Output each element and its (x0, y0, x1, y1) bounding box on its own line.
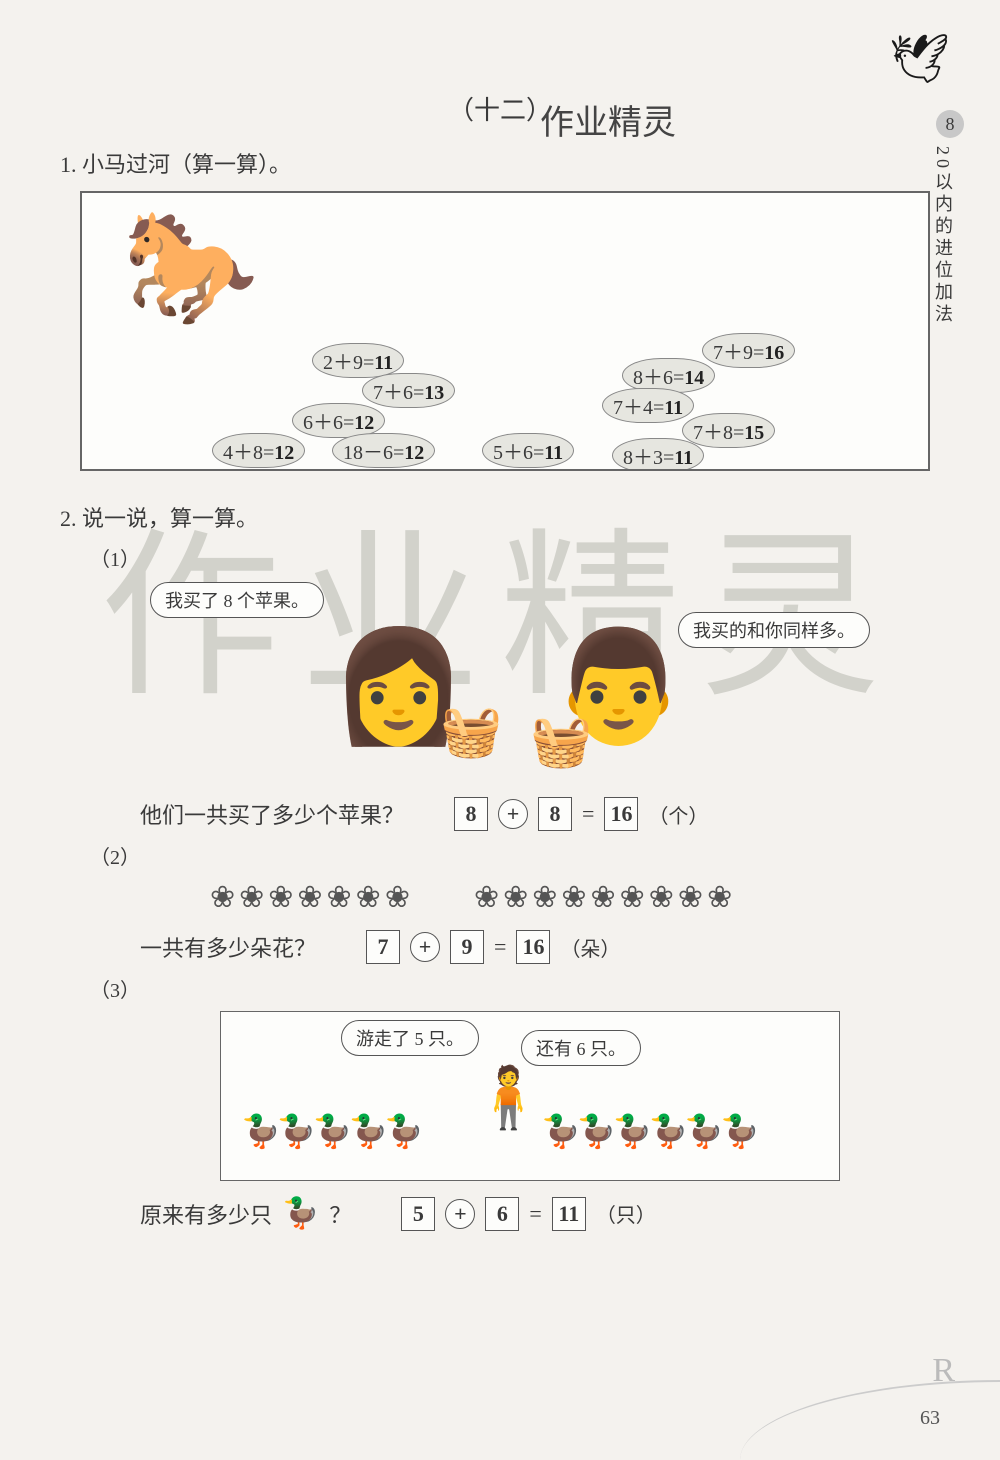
river-stone: 5＋6=11 (482, 433, 574, 468)
river-stone: 7＋8=15 (682, 413, 775, 448)
speech-bubble-left: 游走了 5 只。 (341, 1020, 479, 1056)
q1-label: 1. 小马过河（算一算）。 (60, 147, 950, 179)
speech-bubble-left: 我买了 8 个苹果。 (150, 582, 324, 618)
worksheet-page: 🕊 8 20以内的进位加法 （十二） 作业精灵 1. 小马过河（算一算）。 🐎 … (0, 0, 1000, 1460)
river-stone: 7＋9=16 (702, 333, 795, 368)
q2-1-scene: 我买了 8 个苹果。 我买的和你同样多。 👩 👨 🧺 🧺 (130, 582, 870, 782)
q2-3-question-pre: 原来有多少只 (140, 1198, 272, 1230)
answer-box[interactable]: 6 (485, 1197, 519, 1231)
equals-sign: = (529, 1201, 541, 1227)
operator-box[interactable]: + (410, 932, 440, 962)
bag-icon: 🧺 (440, 702, 502, 761)
answer-box[interactable]: 16 (604, 797, 638, 831)
unit-label: （朵） (560, 933, 620, 962)
answer-box[interactable]: 11 (552, 1197, 586, 1231)
flower-group-right: ❀❀❀❀❀❀❀❀❀ (474, 880, 736, 915)
q2-3-question-post: ？ (329, 1198, 351, 1230)
answer-box[interactable]: 7 (366, 930, 400, 964)
speech-bubble-right: 我买的和你同样多。 (678, 612, 870, 648)
q2-1-num: （1） (90, 543, 950, 572)
river-stone: 18－6=12 (332, 433, 435, 468)
q2-3-equation: 原来有多少只 🦆 ？ 5 + 6 = 11 （只） (140, 1196, 950, 1231)
q2-2-question: 一共有多少朵花？ (140, 931, 316, 963)
unit-label: （个） (648, 800, 708, 829)
operator-box[interactable]: + (498, 799, 528, 829)
answer-box[interactable]: 5 (401, 1197, 435, 1231)
answer-box[interactable]: 8 (454, 797, 488, 831)
river-stone: 8＋3=11 (612, 438, 704, 471)
duck-group-right: 🦆🦆🦆🦆🦆🦆 (541, 1112, 756, 1150)
flower-group-left: ❀❀❀❀❀❀❀ (210, 880, 414, 915)
bag-icon: 🧺 (530, 712, 592, 771)
q2-2-flowers: ❀❀❀❀❀❀❀ ❀❀❀❀❀❀❀❀❀ (210, 880, 950, 915)
chapter-tab: 8 20以内的进位加法 (930, 110, 970, 326)
watermark-small: 作业精灵 (540, 95, 676, 144)
equals-sign: = (494, 934, 506, 960)
river-stone: 7＋6=13 (362, 373, 455, 408)
q2-3-num: （3） (90, 974, 950, 1003)
q2-3-scene: 游走了 5 只。 还有 6 只。 🧍 🦆🦆🦆🦆🦆 🦆🦆🦆🦆🦆🦆 (220, 1011, 840, 1181)
boy-icon: 🧍 (471, 1062, 546, 1133)
operator-box[interactable]: + (445, 1199, 475, 1229)
q2-1-equation: 他们一共买了多少个苹果？ 8 + 8 = 16 （个） (140, 797, 950, 831)
bird-icon: 🕊 (889, 30, 950, 87)
answer-box[interactable]: 9 (450, 930, 484, 964)
duck-group-left: 🦆🦆🦆🦆🦆 (241, 1112, 420, 1150)
equals-sign: = (582, 801, 594, 827)
footer-curve (740, 1380, 1000, 1460)
section-number: （十二） (50, 90, 950, 127)
answer-box[interactable]: 8 (538, 797, 572, 831)
unit-label: （只） (596, 1199, 656, 1228)
river-stone: 4＋8=12 (212, 433, 305, 468)
q2-label: 2. 说一说，算一算。 (60, 501, 950, 533)
q2-1-question: 他们一共买了多少个苹果？ (140, 798, 404, 830)
q1-scene: 🐎 2＋9=117＋6=136＋6=124＋8=1218－6=125＋6=117… (80, 191, 930, 471)
q2-2-equation: 一共有多少朵花？ 7 + 9 = 16 （朵） (140, 930, 950, 964)
q2-2-num: （2） (90, 841, 950, 870)
chapter-badge: 8 (936, 110, 964, 138)
speech-bubble-right: 还有 6 只。 (521, 1030, 641, 1066)
duck-icon: 🦆 (282, 1196, 319, 1231)
chapter-title: 20以内的进位加法 (930, 146, 956, 326)
answer-box[interactable]: 16 (516, 930, 550, 964)
horse-icon: 🐎 (122, 213, 259, 323)
river-stone: 7＋4=11 (602, 388, 694, 423)
